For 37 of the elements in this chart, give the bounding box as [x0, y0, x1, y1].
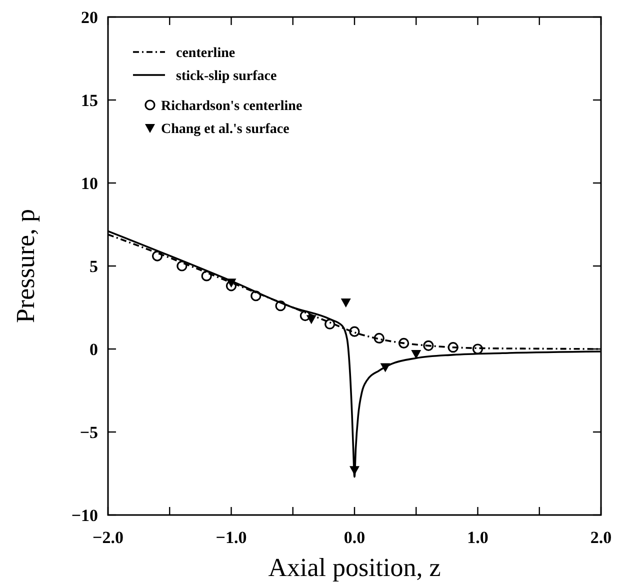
- x-tick-label: −2.0: [92, 528, 124, 547]
- point: [411, 350, 422, 359]
- point: [448, 342, 458, 353]
- point: [398, 338, 410, 348]
- point: [226, 278, 236, 288]
- point: [250, 290, 262, 302]
- point: [201, 270, 212, 282]
- point: [340, 298, 351, 308]
- y-tick-label: −5: [80, 422, 98, 442]
- point: [226, 280, 237, 292]
- point: [472, 344, 484, 354]
- point: [152, 250, 163, 262]
- y-tick-label: 0: [90, 340, 98, 359]
- point: [374, 332, 384, 344]
- y-axis-title: Pressure, p: [11, 208, 40, 324]
- legend-label: Richardson's centerline: [161, 98, 302, 114]
- point: [423, 340, 434, 351]
- y-tick-label: 15: [81, 90, 98, 110]
- x-tick-label: −1.0: [216, 528, 247, 547]
- point: [324, 318, 336, 330]
- y-tick-label: −10: [71, 506, 98, 525]
- point: [380, 363, 390, 372]
- y-tick-label: 10: [81, 174, 98, 193]
- point: [349, 326, 360, 337]
- point: [300, 310, 310, 322]
- point: [306, 315, 316, 324]
- y-tick-label: 5: [90, 256, 98, 276]
- x-axis-title: Axial position, z: [268, 553, 441, 582]
- x-tick-label: 1.0: [467, 528, 488, 547]
- legend-label: centerline: [176, 46, 236, 61]
- legend-label: Chang et al.'s surface: [161, 122, 290, 137]
- y-tick-label: 20: [81, 8, 98, 27]
- point: [176, 260, 188, 272]
- point: [275, 300, 286, 312]
- legend-label: stick-slip surface: [176, 68, 277, 84]
- x-tick-label: 2.0: [590, 528, 612, 547]
- x-tick-label: 0.0: [344, 528, 366, 547]
